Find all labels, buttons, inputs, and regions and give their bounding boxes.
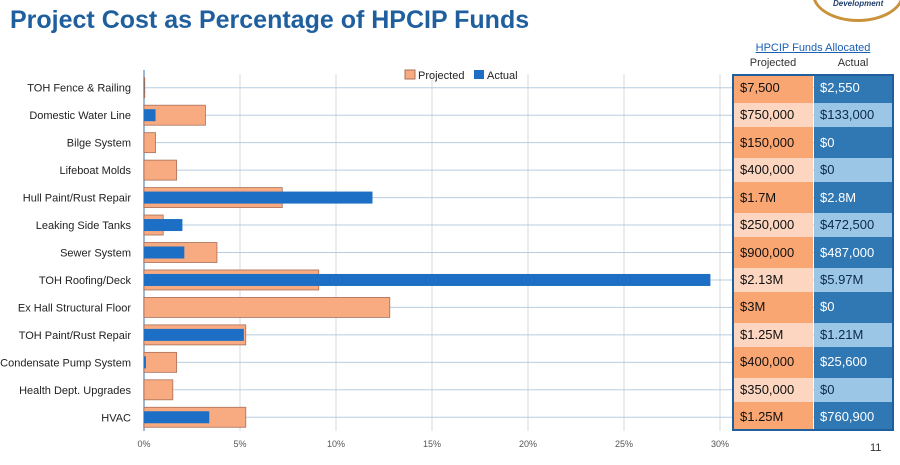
category-label: Condensate Pump System: [0, 357, 131, 369]
actual-fund-cell: $2.8M: [814, 185, 892, 210]
bar-actual: [144, 191, 373, 204]
funds-table-frame: [732, 74, 894, 431]
bar-actual: [144, 411, 210, 424]
actual-fund-cell: $487,000: [814, 240, 892, 265]
projected-fund-cell: $2.13M: [734, 267, 813, 292]
bar-projected: [143, 379, 174, 401]
projected-fund-cell: $900,000: [734, 240, 813, 265]
actual-column-header: Actual: [837, 57, 869, 69]
actual-fund-cell: $2,550: [814, 75, 892, 100]
legend-swatch-projected: [404, 69, 416, 80]
category-label: TOH Fence & Railing: [27, 83, 131, 95]
actual-fund-cell: $472,500: [814, 213, 892, 238]
bar-actual: [144, 328, 244, 341]
bar-actual: [144, 219, 183, 232]
bar-actual: [144, 246, 185, 259]
actual-fund-cell: $0: [814, 295, 892, 320]
page-number: 11: [870, 442, 882, 454]
category-label: Bilge System: [67, 138, 131, 150]
bar-projected: [143, 132, 156, 154]
category-label: TOH Paint/Rust Repair: [19, 330, 132, 342]
x-tick-label: 20%: [519, 439, 537, 449]
category-label: HVAC: [101, 412, 131, 424]
page-title: Project Cost as Percentage of HPCIP Fund…: [10, 6, 530, 34]
x-tick-label: 25%: [615, 439, 633, 449]
projected-fund-cell: $7,500: [734, 75, 813, 100]
actual-fund-cell: $25,600: [814, 350, 892, 375]
projected-fund-cell: $150,000: [734, 130, 813, 155]
projected-fund-cell: $400,000: [734, 350, 813, 375]
projected-fund-cell: $1.7M: [734, 185, 813, 210]
chart-legend: Projected Actual: [404, 69, 518, 82]
bar-projected: [143, 351, 178, 373]
category-label: Lifeboat Molds: [59, 165, 131, 177]
actual-fund-cell: $0: [814, 130, 892, 155]
projected-fund-cell: $1.25M: [734, 322, 813, 347]
funds-allocated-header[interactable]: HPCIP Funds Allocated: [755, 42, 871, 54]
category-label: Health Dept. Upgrades: [19, 385, 131, 397]
x-tick-label: 30%: [711, 439, 729, 449]
legend-swatch-actual: [474, 70, 484, 79]
actual-fund-cell: $0: [814, 377, 892, 402]
actual-fund-cell: $1.21M: [814, 322, 892, 347]
actual-fund-cell: $133,000: [814, 103, 892, 128]
bar-projected: [143, 159, 178, 181]
legend-label-actual: Actual: [487, 70, 518, 82]
bar-projected: [143, 297, 391, 318]
projected-fund-cell: $350,000: [734, 377, 813, 402]
projected-fund-cell: $3M: [734, 295, 813, 320]
category-label: Domestic Water Line: [29, 110, 131, 122]
x-tick-label: 5%: [233, 439, 246, 449]
x-axis-ticks: 0% 5% 10% 15% 20% 25% 30%: [137, 439, 729, 449]
category-label: TOH Roofing/Deck: [39, 275, 132, 287]
actual-fund-cell: $0: [814, 158, 892, 183]
category-label: Leaking Side Tanks: [36, 220, 132, 232]
x-tick-label: 0%: [137, 439, 150, 449]
bar-actual: [144, 273, 711, 286]
projected-fund-cell: $1.25M: [734, 405, 813, 430]
bars: [143, 77, 711, 428]
category-label: Hull Paint/Rust Repair: [23, 193, 132, 205]
projected-fund-cell: $250,000: [734, 213, 813, 238]
logo-text: Development: [833, 0, 884, 8]
x-tick-label: 10%: [327, 439, 345, 449]
category-label: Ex Hall Structural Floor: [18, 302, 131, 314]
legend-label-projected: Projected: [418, 70, 464, 82]
projected-fund-cell: $750,000: [734, 103, 813, 128]
bar-actual: [144, 356, 146, 369]
x-tick-label: 15%: [423, 439, 441, 449]
category-labels: TOH Fence & Railing Domestic Water Line Bi…: [0, 83, 131, 425]
bar-actual: [144, 109, 156, 122]
actual-fund-cell: $760,900: [814, 405, 892, 430]
actual-fund-cell: $5.97M: [814, 267, 892, 292]
projected-column-header: Projected: [749, 57, 797, 69]
projected-fund-cell: $400,000: [734, 158, 813, 183]
category-label: Sewer System: [60, 248, 131, 260]
